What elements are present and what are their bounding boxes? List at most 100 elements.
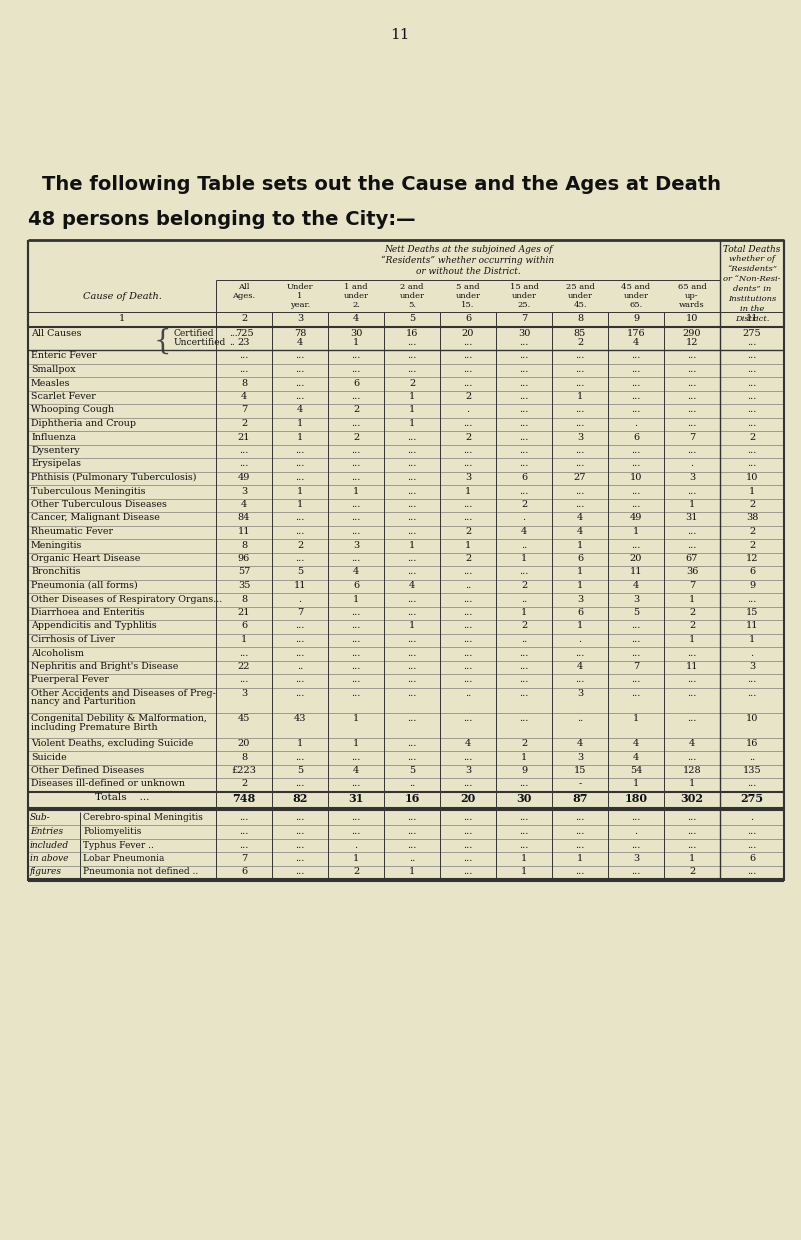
Text: 3: 3 (633, 594, 639, 604)
Text: ...: ... (463, 365, 473, 374)
Text: ...: ... (408, 739, 417, 748)
Text: in above: in above (30, 854, 69, 863)
Text: 7: 7 (241, 405, 248, 414)
Text: All Causes: All Causes (31, 329, 82, 337)
Text: ...: ... (239, 813, 248, 822)
Text: 2.: 2. (352, 301, 360, 309)
Text: ...: ... (631, 405, 641, 414)
Text: ...: ... (747, 689, 757, 698)
Text: ...: ... (631, 486, 641, 496)
Text: 5 and: 5 and (457, 283, 480, 291)
Text: ...: ... (352, 351, 360, 361)
Text: under: under (567, 291, 593, 300)
Text: 1: 1 (297, 419, 303, 428)
Text: 4: 4 (241, 392, 248, 401)
Text: ...: ... (296, 689, 304, 698)
Text: 30: 30 (517, 794, 532, 805)
Text: ...: ... (296, 841, 304, 849)
Text: ...: ... (687, 446, 697, 455)
Text: {: { (154, 329, 171, 355)
Text: 3: 3 (241, 486, 248, 496)
Text: Other Accidents and Diseases of Preg-: Other Accidents and Diseases of Preg- (31, 689, 216, 698)
Text: 16: 16 (406, 329, 418, 337)
Text: 21: 21 (238, 608, 250, 618)
Text: 135: 135 (743, 766, 761, 775)
Text: 30: 30 (517, 329, 530, 337)
Text: ...: ... (408, 513, 417, 522)
Text: Suicide: Suicide (31, 753, 66, 761)
Text: ...: ... (631, 541, 641, 549)
Text: 15.: 15. (461, 301, 475, 309)
Text: 6: 6 (465, 314, 471, 322)
Text: 2: 2 (409, 378, 415, 387)
Text: ...: ... (463, 662, 473, 671)
Text: 4: 4 (577, 662, 583, 671)
Text: ...: ... (408, 753, 417, 761)
Text: Alcoholism: Alcoholism (31, 649, 84, 657)
Text: Nett Deaths at the subjoined Ages of: Nett Deaths at the subjoined Ages of (384, 246, 552, 254)
Text: ...: ... (747, 827, 757, 836)
Text: 6: 6 (353, 378, 359, 387)
Text: 1: 1 (689, 500, 695, 508)
Text: .: . (751, 813, 754, 822)
Text: ...: ... (687, 753, 697, 761)
Text: Tuberculous Meningitis: Tuberculous Meningitis (31, 486, 146, 496)
Text: 1: 1 (119, 314, 125, 322)
Text: 3: 3 (633, 854, 639, 863)
Text: 1: 1 (633, 714, 639, 723)
Text: 1: 1 (521, 554, 527, 563)
Text: 31: 31 (686, 513, 698, 522)
Text: ...: ... (687, 541, 697, 549)
Text: Pneumonia (all forms): Pneumonia (all forms) (31, 582, 138, 590)
Text: Total Deaths: Total Deaths (723, 246, 781, 254)
Text: ...: ... (296, 621, 304, 630)
Text: ...: ... (463, 608, 473, 618)
Text: 1: 1 (409, 405, 415, 414)
Text: ...: ... (575, 868, 585, 877)
Text: figures: figures (30, 868, 62, 877)
Text: 3: 3 (749, 662, 755, 671)
Text: Other Tuberculous Diseases: Other Tuberculous Diseases (31, 500, 167, 508)
Text: 82: 82 (292, 794, 308, 805)
Text: ...: ... (296, 635, 304, 644)
Text: ...: ... (408, 486, 417, 496)
Text: Bronchitis: Bronchitis (31, 568, 80, 577)
Text: 4: 4 (633, 739, 639, 748)
Text: 2: 2 (241, 780, 248, 789)
Text: 38: 38 (746, 513, 759, 522)
Text: Meningitis: Meningitis (31, 541, 83, 549)
Text: ...: ... (352, 635, 360, 644)
Text: ...: ... (296, 554, 304, 563)
Text: ...: ... (519, 827, 529, 836)
Text: 5.: 5. (408, 301, 416, 309)
Text: ...: ... (631, 841, 641, 849)
Text: ...: ... (687, 365, 697, 374)
Text: ...: ... (463, 780, 473, 789)
Text: Whooping Cough: Whooping Cough (31, 405, 114, 414)
Text: 4: 4 (689, 739, 695, 748)
Text: ..: .. (229, 339, 235, 347)
Text: 2: 2 (465, 554, 471, 563)
Text: including Premature Birth: including Premature Birth (31, 723, 158, 732)
Text: 2: 2 (465, 527, 471, 536)
Text: 45.: 45. (574, 301, 587, 309)
Text: 10: 10 (630, 472, 642, 482)
Text: ..: .. (409, 780, 415, 789)
Text: 10: 10 (686, 314, 698, 322)
Text: 11: 11 (630, 568, 642, 577)
Text: ...: ... (239, 676, 248, 684)
Text: 1: 1 (577, 392, 583, 401)
Text: 7: 7 (689, 582, 695, 590)
Text: 5: 5 (633, 608, 639, 618)
Text: .: . (634, 827, 638, 836)
Text: 2: 2 (749, 500, 755, 508)
Text: ...: ... (239, 841, 248, 849)
Text: ...: ... (631, 365, 641, 374)
Text: ...: ... (296, 513, 304, 522)
Text: ...: ... (519, 486, 529, 496)
Text: ...: ... (575, 676, 585, 684)
Text: 27: 27 (574, 472, 586, 482)
Text: ..: .. (297, 662, 303, 671)
Text: 180: 180 (625, 794, 647, 805)
Text: 1: 1 (749, 635, 755, 644)
